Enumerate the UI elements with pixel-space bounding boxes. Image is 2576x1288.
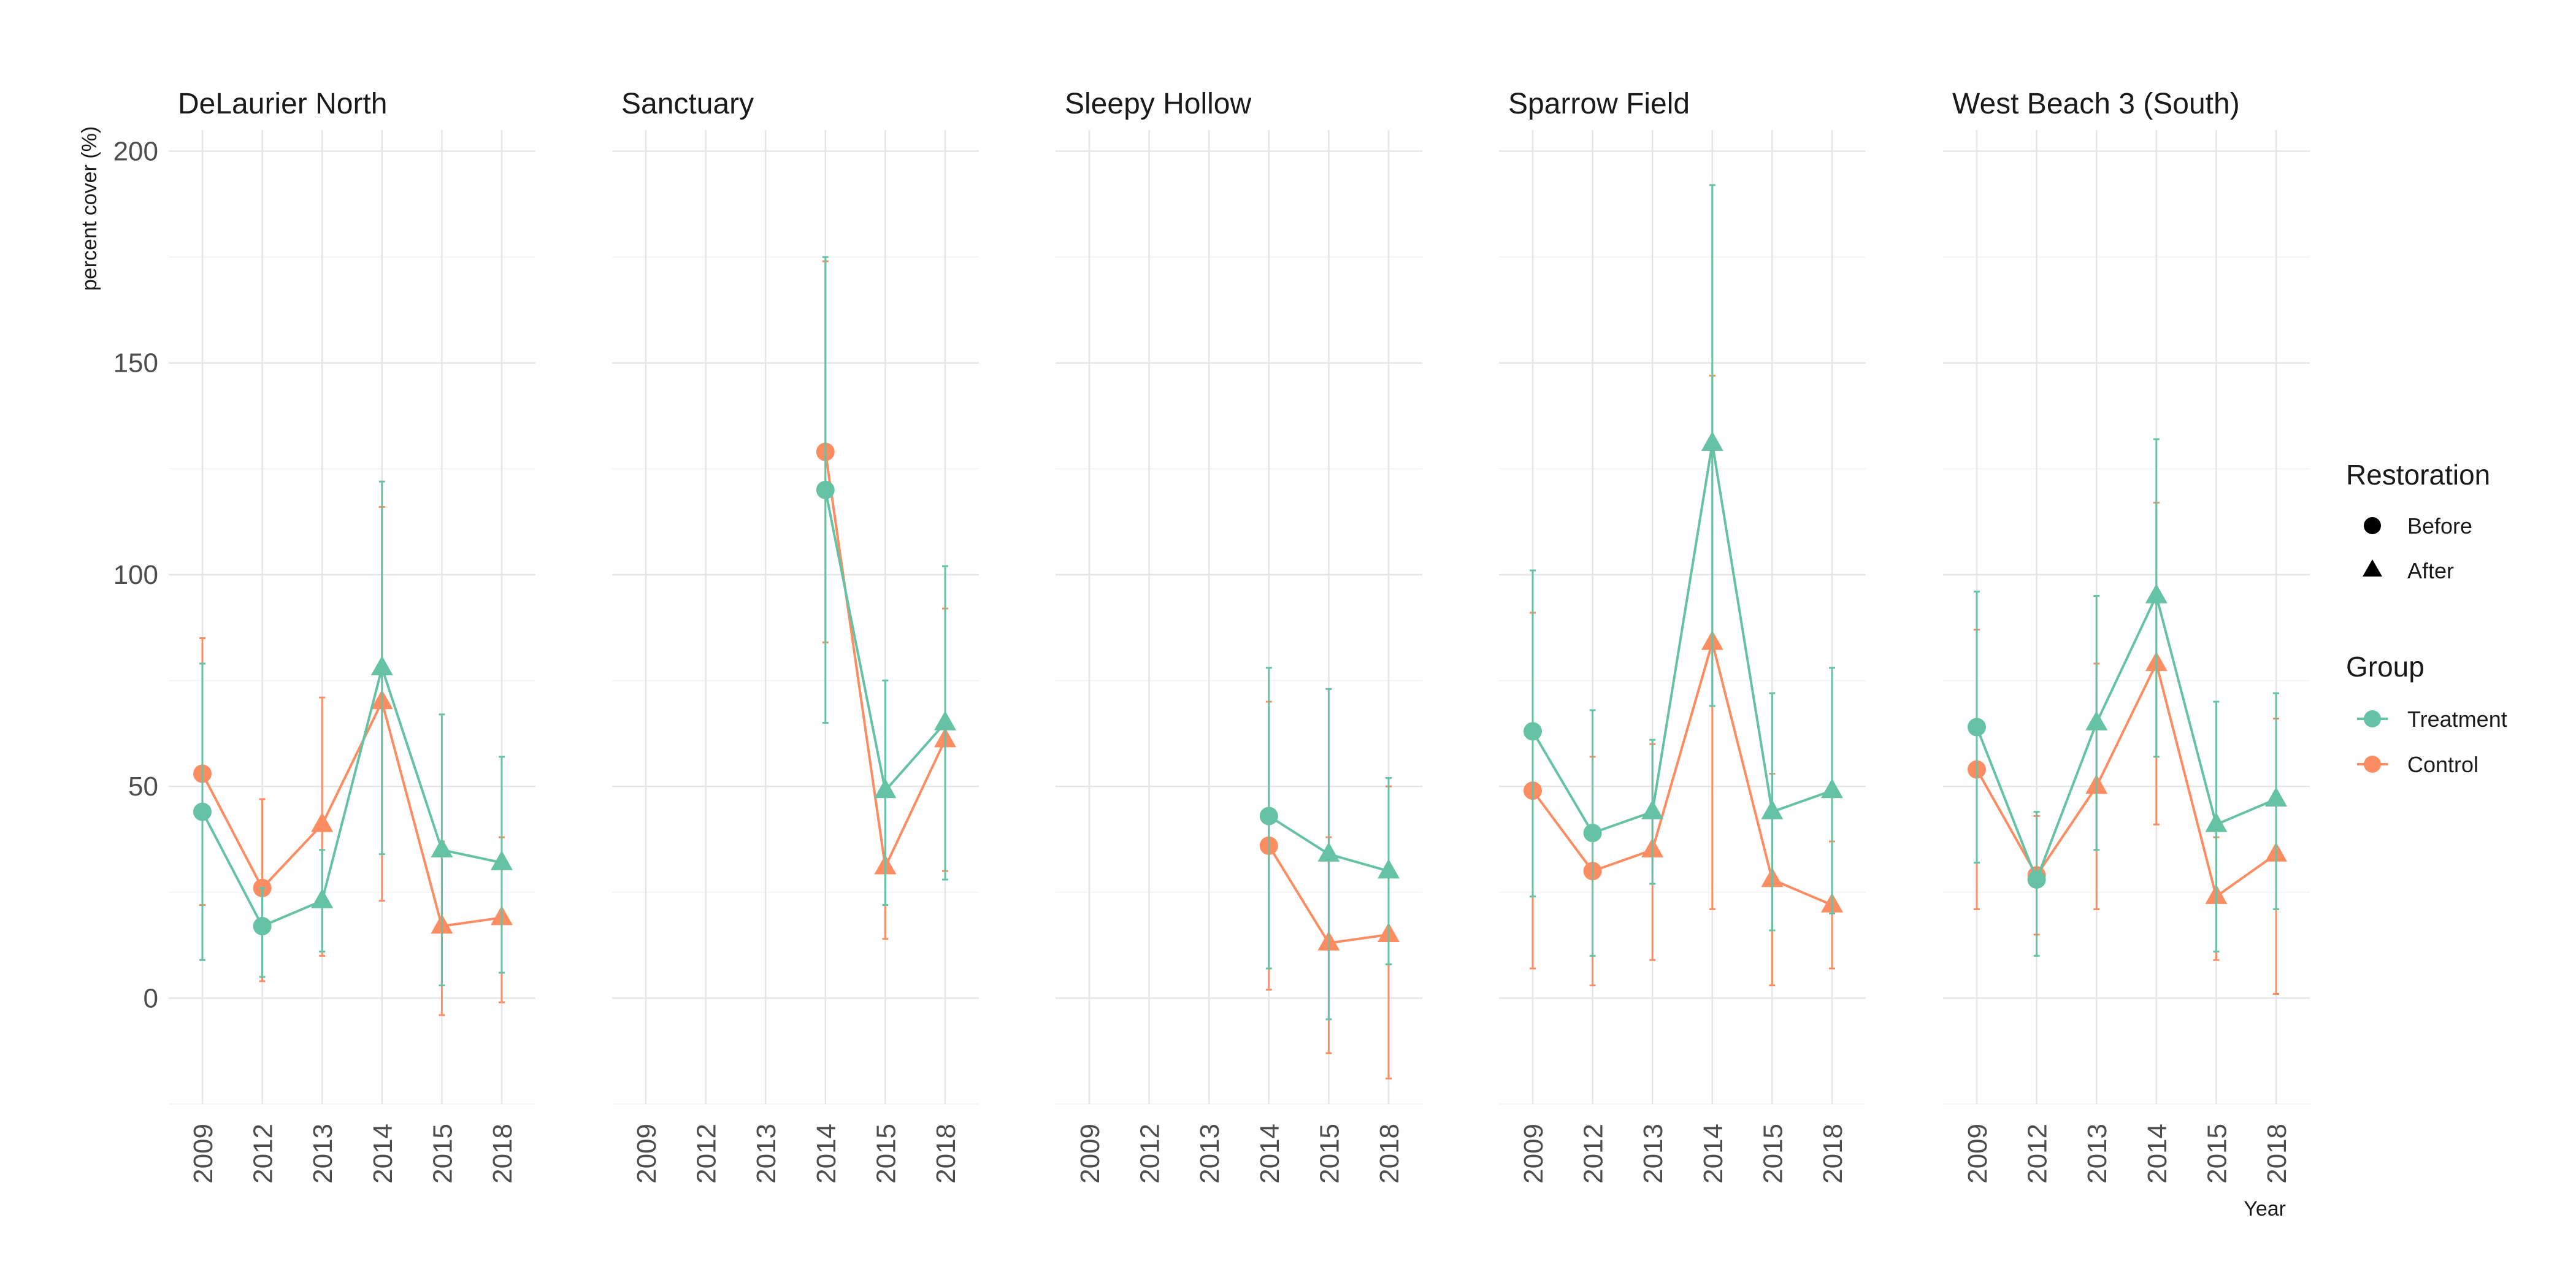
data-point-before xyxy=(193,802,212,821)
data-point-before xyxy=(1259,807,1278,826)
legend-label-before: Before xyxy=(2407,513,2472,539)
x-tick-label: 2009 xyxy=(632,1124,662,1184)
series-line xyxy=(1531,637,1833,907)
legend-key-treatment xyxy=(2364,710,2381,727)
x-tick-label: 2009 xyxy=(1519,1124,1549,1184)
x-tick-label: 2018 xyxy=(488,1124,518,1184)
legend-key-before xyxy=(2364,517,2381,534)
y-axis-title: percent cover (%) xyxy=(78,126,101,291)
series-line xyxy=(1531,443,1833,835)
series-treatment xyxy=(193,480,513,987)
data-point-after xyxy=(370,656,393,676)
y-tick-label: 150 xyxy=(113,348,158,378)
series-line xyxy=(1976,660,2277,899)
facet-title: West Beach 3 (South) xyxy=(1952,88,2240,120)
facet-title: Sleepy Hollow xyxy=(1065,88,1251,120)
data-point-after xyxy=(874,778,897,799)
x-tick-label: 2009 xyxy=(1963,1124,1993,1184)
x-tick-label: 2018 xyxy=(931,1124,961,1184)
x-axis-title: Year xyxy=(2244,1197,2286,1221)
series-treatment xyxy=(816,256,956,906)
x-tick-label: 2014 xyxy=(811,1124,841,1184)
facet-title: DeLaurier North xyxy=(178,88,387,120)
legend: Restoration Before After Group Treatment… xyxy=(2346,459,2507,777)
x-tick-label: 2014 xyxy=(1698,1124,1728,1184)
x-tick-label: 2012 xyxy=(2023,1124,2053,1184)
facet-sparrow-field: Sparrow Field 2009 2012 2013 2014 2015 2018 xyxy=(1499,88,1866,1184)
legend-key-control xyxy=(2364,756,2381,773)
legend-key-after xyxy=(2363,559,2382,577)
x-tick-label: 2015 xyxy=(1314,1124,1344,1184)
data-point-before xyxy=(1968,718,1986,737)
series-control xyxy=(1968,502,2287,995)
data-point-after xyxy=(491,850,513,870)
x-tick-label: 2015 xyxy=(1758,1124,1788,1184)
y-tick-label: 50 xyxy=(128,772,158,802)
x-tick-label: 2018 xyxy=(1374,1124,1405,1184)
facet-title: Sanctuary xyxy=(621,88,754,120)
legend-label-after: After xyxy=(2407,558,2454,583)
y-tick-label: 100 xyxy=(113,560,158,590)
data-point-before xyxy=(253,917,272,936)
data-point-before xyxy=(1583,824,1602,843)
data-point-after xyxy=(311,888,334,908)
x-tick-label: 2015 xyxy=(871,1124,901,1184)
x-tick-label: 2013 xyxy=(308,1124,338,1184)
x-tick-label: 2013 xyxy=(2082,1124,2112,1184)
facet-title: Sparrow Field xyxy=(1508,88,1690,120)
x-tick-label: 2014 xyxy=(1255,1124,1285,1184)
series-line xyxy=(201,663,502,928)
legend-title-group: Group xyxy=(2346,651,2425,683)
x-tick-label: 2012 xyxy=(1135,1124,1165,1184)
series-line xyxy=(201,698,502,928)
data-point-after xyxy=(2145,583,2168,604)
x-tick-label: 2013 xyxy=(751,1124,781,1184)
series-treatment xyxy=(1968,438,2287,957)
legend-title-restoration: Restoration xyxy=(2346,459,2490,491)
data-point-after xyxy=(1641,799,1664,819)
x-tick-label: 2012 xyxy=(248,1124,278,1184)
series-control xyxy=(193,505,513,1016)
x-tick-label: 2013 xyxy=(1638,1124,1668,1184)
facet-sleepy-hollow: Sleepy Hollow 2009 2012 2013 2014 2015 2018 xyxy=(1056,88,1422,1184)
data-point-after xyxy=(1317,841,1340,862)
data-point-after xyxy=(1761,799,1784,819)
data-point-after xyxy=(311,812,334,832)
data-point-after xyxy=(1378,859,1400,879)
series-treatment xyxy=(1259,667,1400,1021)
x-tick-label: 2018 xyxy=(1818,1124,1848,1184)
data-point-after xyxy=(2265,787,2287,807)
y-tick-label: 0 xyxy=(144,983,158,1013)
facet-delaurier-north: DeLaurier North 2009 2012 2013 2014 2015 2018 xyxy=(169,88,535,1184)
legend-label-treatment: Treatment xyxy=(2407,707,2507,732)
data-point-before xyxy=(2027,870,2046,889)
x-tick-label: 2015 xyxy=(2202,1124,2232,1184)
data-point-after xyxy=(2205,812,2228,832)
x-tick-label: 2015 xyxy=(427,1124,458,1184)
x-tick-label: 2009 xyxy=(1075,1124,1105,1184)
x-tick-label: 2012 xyxy=(1579,1124,1609,1184)
data-point-after xyxy=(1821,778,1843,799)
x-tick-label: 2014 xyxy=(368,1124,398,1184)
x-tick-label: 2012 xyxy=(692,1124,722,1184)
y-tick-label: 200 xyxy=(113,137,158,167)
data-point-before xyxy=(816,480,835,499)
x-tick-label: 2014 xyxy=(2142,1124,2172,1184)
legend-label-control: Control xyxy=(2407,752,2478,777)
data-point-after xyxy=(2085,710,2108,730)
facet-west-beach-3-south: West Beach 3 (South) 2009 2012 2013 2014 2015… xyxy=(1943,88,2310,1184)
data-point-after xyxy=(934,710,956,730)
x-tick-label: 2009 xyxy=(188,1124,218,1184)
x-tick-label: 2013 xyxy=(1195,1124,1225,1184)
series-line xyxy=(1976,592,2277,883)
data-point-after xyxy=(431,837,453,857)
data-point-after xyxy=(1701,431,1723,451)
facet-sanctuary: Sanctuary 2009 2012 2013 2014 2015 2018 xyxy=(612,88,979,1184)
data-point-before xyxy=(1524,722,1542,741)
x-tick-label: 2018 xyxy=(2262,1124,2292,1184)
series-treatment xyxy=(1524,184,1843,957)
